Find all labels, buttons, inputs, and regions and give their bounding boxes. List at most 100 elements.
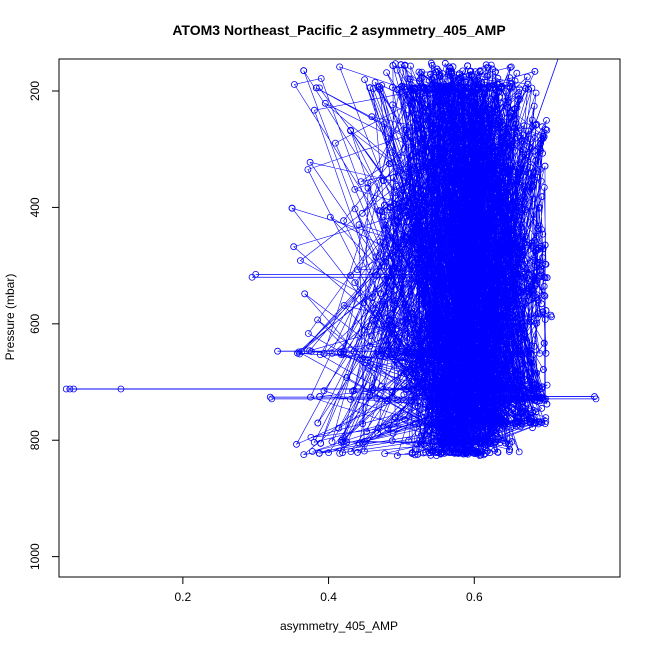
data-point bbox=[398, 186, 406, 194]
data-point bbox=[477, 435, 485, 443]
data-point bbox=[459, 385, 467, 393]
data-point bbox=[388, 437, 396, 445]
outlier-point-3 bbox=[117, 385, 125, 393]
data-point bbox=[508, 204, 516, 212]
data-point bbox=[432, 321, 440, 329]
data-point bbox=[511, 124, 519, 132]
data-point bbox=[517, 372, 525, 380]
data-point bbox=[395, 264, 403, 272]
data-point bbox=[448, 215, 455, 223]
data-point bbox=[353, 266, 361, 274]
data-point bbox=[495, 349, 502, 357]
data-point bbox=[426, 227, 434, 235]
data-point bbox=[366, 391, 374, 399]
data-point bbox=[395, 200, 403, 208]
data-point bbox=[506, 166, 514, 174]
data-point bbox=[401, 416, 409, 423]
data-point bbox=[407, 331, 415, 339]
data-point bbox=[496, 157, 504, 165]
data-point bbox=[391, 200, 399, 208]
data-point bbox=[347, 395, 354, 403]
data-point bbox=[368, 332, 375, 340]
data-point bbox=[488, 306, 496, 314]
data-point bbox=[393, 66, 401, 74]
data-point bbox=[519, 248, 526, 256]
data-point bbox=[456, 428, 464, 436]
data-point bbox=[470, 303, 478, 311]
data-point bbox=[340, 301, 348, 309]
data-point bbox=[488, 349, 496, 357]
data-point bbox=[458, 324, 466, 332]
data-point bbox=[361, 358, 369, 366]
data-point bbox=[534, 296, 542, 304]
data-point bbox=[441, 195, 449, 203]
data-point bbox=[487, 275, 495, 283]
data-point bbox=[492, 176, 500, 184]
data-point bbox=[421, 86, 429, 94]
outlier-point-7 bbox=[268, 395, 276, 403]
data-point bbox=[415, 210, 423, 218]
data-point bbox=[386, 204, 394, 212]
data-point bbox=[410, 386, 418, 394]
data-point bbox=[513, 299, 521, 307]
data-point bbox=[543, 381, 551, 389]
data-point bbox=[443, 180, 451, 188]
data-point bbox=[396, 204, 404, 212]
data-point bbox=[516, 348, 524, 356]
data-point bbox=[306, 158, 314, 166]
data-point bbox=[493, 157, 501, 165]
data-point bbox=[530, 102, 538, 110]
data-point bbox=[521, 206, 529, 214]
data-point bbox=[310, 438, 318, 446]
data-point bbox=[514, 259, 522, 266]
data-point bbox=[511, 77, 519, 85]
data-point bbox=[480, 366, 488, 374]
data-point bbox=[420, 441, 428, 448]
data-point bbox=[447, 142, 455, 150]
data-point bbox=[475, 161, 483, 169]
outlier-point-14 bbox=[343, 438, 351, 446]
data-point bbox=[449, 333, 457, 341]
data-point bbox=[315, 449, 323, 457]
data-point bbox=[489, 84, 497, 91]
data-point bbox=[467, 120, 474, 128]
data-point bbox=[444, 109, 452, 116]
chart-title: ATOM3 Northeast_Pacific_2 asymmetry_405_… bbox=[172, 22, 505, 38]
data-point bbox=[486, 437, 493, 445]
data-point bbox=[500, 366, 508, 373]
data-point bbox=[378, 208, 386, 216]
data-point bbox=[418, 321, 426, 328]
data-point bbox=[511, 200, 519, 208]
data-point bbox=[499, 404, 507, 411]
data-point bbox=[445, 117, 453, 125]
data-point bbox=[541, 162, 549, 170]
data-point bbox=[445, 448, 452, 456]
data-point bbox=[398, 317, 406, 325]
outlier-point-2 bbox=[70, 385, 77, 393]
data-point bbox=[469, 428, 476, 436]
data-point bbox=[351, 205, 359, 213]
data-point bbox=[525, 143, 533, 151]
data-point bbox=[443, 227, 451, 234]
x-tick-label-1: 0.4 bbox=[320, 590, 337, 604]
data-point bbox=[374, 424, 382, 432]
data-point bbox=[474, 86, 482, 94]
data-point bbox=[399, 236, 407, 244]
data-point bbox=[412, 419, 420, 427]
x-axis-label: asymmetry_405_AMP bbox=[280, 619, 398, 633]
data-point bbox=[411, 212, 419, 220]
data-point bbox=[359, 439, 367, 447]
data-point bbox=[538, 300, 545, 308]
data-point bbox=[314, 419, 322, 427]
data-point bbox=[473, 136, 481, 143]
data-point bbox=[369, 85, 377, 92]
data-point bbox=[515, 287, 523, 295]
data-point bbox=[446, 321, 454, 329]
data-point bbox=[418, 182, 426, 190]
data-point bbox=[513, 69, 521, 77]
data-point bbox=[361, 326, 369, 334]
data-point bbox=[433, 65, 441, 73]
data-point bbox=[467, 67, 475, 75]
data-point bbox=[500, 292, 508, 300]
y-tick-label-4: 1000 bbox=[28, 543, 42, 570]
